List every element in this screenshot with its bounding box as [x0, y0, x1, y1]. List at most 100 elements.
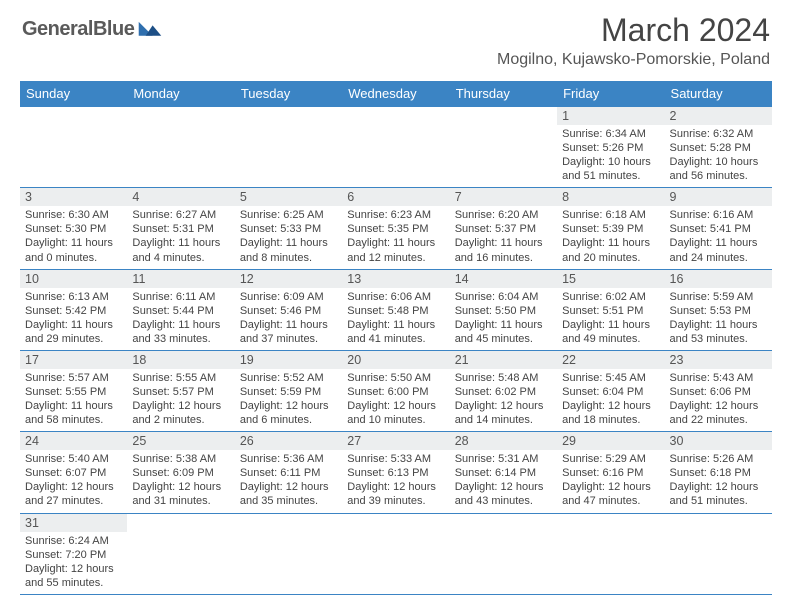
- day-number: 6: [342, 188, 449, 206]
- day-number: 18: [127, 351, 234, 369]
- calendar-cell: 29 Sunrise: 5:29 AMSunset: 6:16 PMDayligh…: [557, 432, 664, 513]
- day-details: Sunrise: 6:20 AMSunset: 5:37 PMDaylight:…: [455, 208, 552, 264]
- day-details: Sunrise: 5:31 AMSunset: 6:14 PMDaylight:…: [455, 452, 552, 508]
- calendar-cell: 1Sunrise: 6:34 AMSunset: 5:26 PMDaylight…: [557, 107, 664, 188]
- header: GeneralBlue March 2024 Mogilno, Kujawsko…: [0, 0, 792, 73]
- day-details: Sunrise: 5:55 AMSunset: 5:57 PMDaylight:…: [132, 371, 229, 427]
- day-details: Sunrise: 6:18 AMSunset: 5:39 PMDaylight:…: [562, 208, 659, 264]
- calendar-cell: 4 Sunrise: 6:27 AMSunset: 5:31 PMDaylight…: [127, 188, 234, 269]
- day-details: Sunrise: 6:25 AMSunset: 5:33 PMDaylight:…: [240, 208, 337, 264]
- calendar-body: 1Sunrise: 6:34 AMSunset: 5:26 PMDaylight…: [20, 107, 772, 595]
- day-details: Sunrise: 6:34 AMSunset: 5:26 PMDaylight:…: [562, 127, 659, 183]
- day-number: 13: [342, 270, 449, 288]
- day-number: 9: [665, 188, 772, 206]
- calendar-table: SundayMondayTuesdayWednesdayThursdayFrid…: [20, 81, 772, 595]
- calendar-cell: 16Sunrise: 5:59 AMSunset: 5:53 PMDayligh…: [665, 269, 772, 350]
- day-details: Sunrise: 6:04 AMSunset: 5:50 PMDaylight:…: [455, 290, 552, 346]
- calendar-cell: [342, 513, 449, 594]
- calendar-row: 24Sunrise: 5:40 AMSunset: 6:07 PMDayligh…: [20, 432, 772, 513]
- calendar-cell: 12Sunrise: 6:09 AMSunset: 5:46 PMDayligh…: [235, 269, 342, 350]
- calendar-cell: 5 Sunrise: 6:25 AMSunset: 5:33 PMDaylight…: [235, 188, 342, 269]
- calendar-cell: [557, 513, 664, 594]
- day-number: 23: [665, 351, 772, 369]
- calendar-cell: 18 Sunrise: 5:55 AMSunset: 5:57 PMDayligh…: [127, 350, 234, 431]
- calendar-cell: 31Sunrise: 6:24 AMSunset: 7:20 PMDayligh…: [20, 513, 127, 594]
- calendar-cell: 20Sunrise: 5:50 AMSunset: 6:00 PMDayligh…: [342, 350, 449, 431]
- weekday-header: Saturday: [665, 81, 772, 107]
- day-number: 8: [557, 188, 664, 206]
- calendar-row: 10 Sunrise: 6:13 AMSunset: 5:42 PMDayligh…: [20, 269, 772, 350]
- brand-name: GeneralBlue: [22, 18, 134, 41]
- day-details: Sunrise: 6:23 AMSunset: 5:35 PMDaylight:…: [347, 208, 444, 264]
- calendar-cell: [342, 107, 449, 188]
- day-number: 27: [342, 432, 449, 450]
- day-details: Sunrise: 6:09 AMSunset: 5:46 PMDaylight:…: [240, 290, 337, 346]
- calendar-cell: 10 Sunrise: 6:13 AMSunset: 5:42 PMDayligh…: [20, 269, 127, 350]
- day-details: Sunrise: 5:38 AMSunset: 6:09 PMDaylight:…: [132, 452, 229, 508]
- calendar-cell: 15Sunrise: 6:02 AMSunset: 5:51 PMDayligh…: [557, 269, 664, 350]
- day-details: Sunrise: 5:57 AMSunset: 5:55 PMDaylight:…: [25, 371, 122, 427]
- calendar-cell: [235, 513, 342, 594]
- calendar-cell: 22Sunrise: 5:45 AMSunset: 6:04 PMDayligh…: [557, 350, 664, 431]
- day-details: Sunrise: 6:30 AMSunset: 5:30 PMDaylight:…: [25, 208, 122, 264]
- weekday-header: Sunday: [20, 81, 127, 107]
- day-details: Sunrise: 6:24 AMSunset: 7:20 PMDaylight:…: [25, 534, 122, 590]
- calendar-row: 1Sunrise: 6:34 AMSunset: 5:26 PMDaylight…: [20, 107, 772, 188]
- day-details: Sunrise: 5:43 AMSunset: 6:06 PMDaylight:…: [670, 371, 767, 427]
- calendar-cell: 2Sunrise: 6:32 AMSunset: 5:28 PMDaylight…: [665, 107, 772, 188]
- day-details: Sunrise: 5:50 AMSunset: 6:00 PMDaylight:…: [347, 371, 444, 427]
- calendar-row: 3Sunrise: 6:30 AMSunset: 5:30 PMDaylight…: [20, 188, 772, 269]
- day-number: 5: [235, 188, 342, 206]
- location: Mogilno, Kujawsko-Pomorskie, Poland: [497, 51, 770, 69]
- day-details: Sunrise: 6:13 AMSunset: 5:42 PMDaylight:…: [25, 290, 122, 346]
- calendar-cell: [450, 513, 557, 594]
- day-details: Sunrise: 6:32 AMSunset: 5:28 PMDaylight:…: [670, 127, 767, 183]
- calendar-cell: 26Sunrise: 5:36 AMSunset: 6:11 PMDayligh…: [235, 432, 342, 513]
- weekday-header: Monday: [127, 81, 234, 107]
- month-title: March 2024: [497, 12, 770, 49]
- calendar-row: 31Sunrise: 6:24 AMSunset: 7:20 PMDayligh…: [20, 513, 772, 594]
- calendar-header-row: SundayMondayTuesdayWednesdayThursdayFrid…: [20, 81, 772, 107]
- day-number: 29: [557, 432, 664, 450]
- calendar-cell: 30Sunrise: 5:26 AMSunset: 6:18 PMDayligh…: [665, 432, 772, 513]
- calendar-cell: 27 Sunrise: 5:33 AMSunset: 6:13 PMDayligh…: [342, 432, 449, 513]
- calendar-cell: [20, 107, 127, 188]
- calendar-cell: 28 Sunrise: 5:31 AMSunset: 6:14 PMDayligh…: [450, 432, 557, 513]
- day-number: 28: [450, 432, 557, 450]
- calendar-cell: 8 Sunrise: 6:18 AMSunset: 5:39 PMDaylight…: [557, 188, 664, 269]
- day-number: 10: [20, 270, 127, 288]
- day-number: 30: [665, 432, 772, 450]
- day-number: 7: [450, 188, 557, 206]
- calendar-cell: 11Sunrise: 6:11 AMSunset: 5:44 PMDayligh…: [127, 269, 234, 350]
- day-number: 24: [20, 432, 127, 450]
- calendar-row: 17 Sunrise: 5:57 AMSunset: 5:55 PMDayligh…: [20, 350, 772, 431]
- day-details: Sunrise: 6:06 AMSunset: 5:48 PMDaylight:…: [347, 290, 444, 346]
- calendar-cell: [665, 513, 772, 594]
- day-number: 25: [127, 432, 234, 450]
- day-details: Sunrise: 5:36 AMSunset: 6:11 PMDaylight:…: [240, 452, 337, 508]
- calendar-cell: 23 Sunrise: 5:43 AMSunset: 6:06 PMDayligh…: [665, 350, 772, 431]
- day-number: 21: [450, 351, 557, 369]
- day-number: 14: [450, 270, 557, 288]
- day-number: 17: [20, 351, 127, 369]
- calendar-cell: 14 Sunrise: 6:04 AMSunset: 5:50 PMDayligh…: [450, 269, 557, 350]
- calendar-cell: 7 Sunrise: 6:20 AMSunset: 5:37 PMDaylight…: [450, 188, 557, 269]
- logo: GeneralBlue: [22, 12, 163, 41]
- calendar-cell: [235, 107, 342, 188]
- calendar-cell: 6 Sunrise: 6:23 AMSunset: 5:35 PMDaylight…: [342, 188, 449, 269]
- day-number: 4: [127, 188, 234, 206]
- day-details: Sunrise: 6:27 AMSunset: 5:31 PMDaylight:…: [132, 208, 229, 264]
- day-details: Sunrise: 5:45 AMSunset: 6:04 PMDaylight:…: [562, 371, 659, 427]
- day-number: 15: [557, 270, 664, 288]
- calendar-cell: 21Sunrise: 5:48 AMSunset: 6:02 PMDayligh…: [450, 350, 557, 431]
- weekday-header: Wednesday: [342, 81, 449, 107]
- weekday-header: Tuesday: [235, 81, 342, 107]
- day-details: Sunrise: 6:11 AMSunset: 5:44 PMDaylight:…: [132, 290, 229, 346]
- day-details: Sunrise: 5:29 AMSunset: 6:16 PMDaylight:…: [562, 452, 659, 508]
- calendar-cell: [127, 107, 234, 188]
- weekday-header: Friday: [557, 81, 664, 107]
- calendar-cell: 17 Sunrise: 5:57 AMSunset: 5:55 PMDayligh…: [20, 350, 127, 431]
- day-details: Sunrise: 6:16 AMSunset: 5:41 PMDaylight:…: [670, 208, 767, 264]
- calendar-cell: [127, 513, 234, 594]
- day-details: Sunrise: 5:33 AMSunset: 6:13 PMDaylight:…: [347, 452, 444, 508]
